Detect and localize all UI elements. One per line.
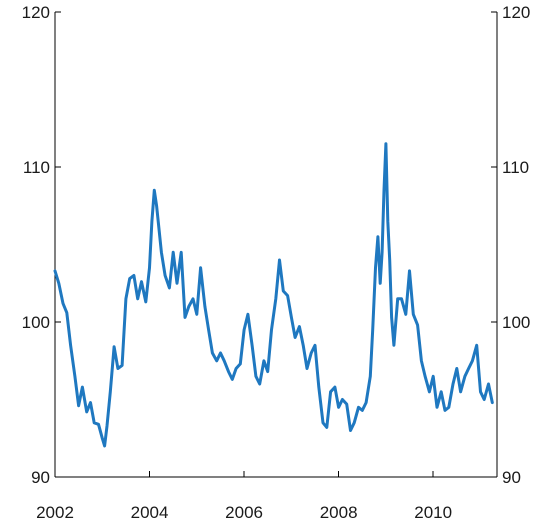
chart-ticks: 90 100 110 120 90 100 110 120 2002 2004 2006 2008 20… (22, 3, 531, 522)
y-tick-label-right: 110 (502, 158, 529, 177)
y-tick-label-left: 110 (23, 158, 50, 177)
y-tick-label-right: 120 (502, 3, 530, 22)
x-tick-label: 2008 (320, 503, 358, 522)
y-tick-label-left: 90 (31, 468, 50, 487)
chart-series (53, 142, 494, 448)
x-tick-label: 2004 (131, 503, 169, 522)
series-line (53, 142, 494, 448)
y-tick-label-left: 120 (22, 3, 50, 22)
x-tick-label: 2002 (36, 503, 74, 522)
y-tick-label-left: 100 (22, 313, 50, 332)
x-tick-label: 2006 (225, 503, 263, 522)
chart-axes (54, 12, 498, 478)
x-tick-label: 2010 (414, 503, 452, 522)
y-tick-label-right: 90 (502, 468, 521, 487)
y-tick-label-right: 100 (502, 313, 530, 332)
